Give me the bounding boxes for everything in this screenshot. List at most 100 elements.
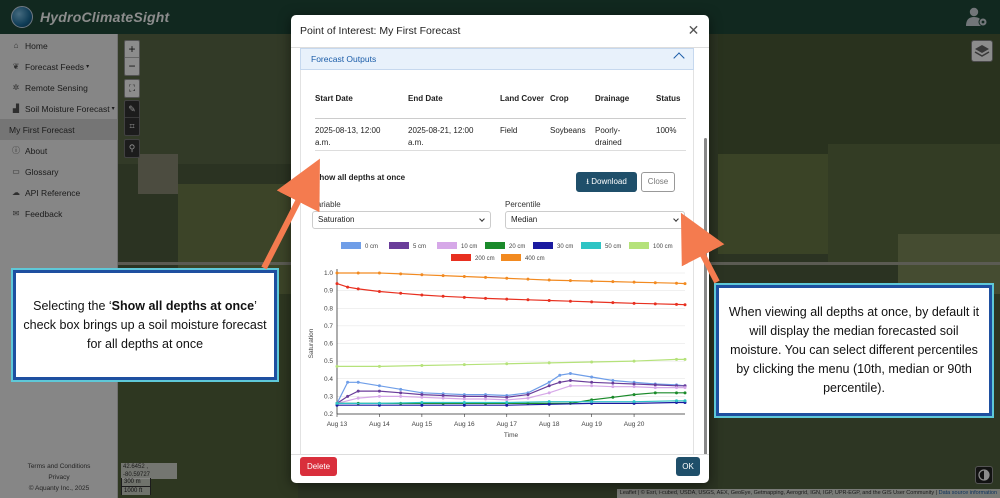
data-point <box>683 386 687 390</box>
sidebar-item-label: Remote Sensing <box>25 82 88 93</box>
data-point <box>462 401 466 405</box>
x-tick-label: Aug 19 <box>581 421 602 428</box>
sidebar-item-my-first-forecast[interactable]: My First Forecast <box>0 119 117 140</box>
percentile-select[interactable]: Median <box>505 211 685 229</box>
data-point <box>675 281 679 285</box>
show-all-depths-checkbox[interactable]: ✓ <box>301 174 310 183</box>
y-tick-label: 1.0 <box>324 270 333 277</box>
layers-icon <box>974 45 990 57</box>
data-point <box>683 391 687 395</box>
data-point <box>346 285 350 289</box>
layers-button[interactable] <box>971 40 993 62</box>
app-title: HydroClimateSight <box>40 9 170 25</box>
data-point <box>505 401 509 405</box>
x-tick-label: Aug 18 <box>539 421 560 428</box>
cloud-icon: ☁ <box>12 187 20 197</box>
legend-label: 200 cm <box>475 256 495 262</box>
percentile-label: Percentile <box>505 200 541 209</box>
sidebar-item-home[interactable]: ⌂ Home <box>0 35 117 56</box>
show-all-depths-label[interactable]: Show all depths at once <box>314 173 406 182</box>
ok-button[interactable]: OK <box>676 457 700 476</box>
user-settings-icon[interactable] <box>966 7 988 27</box>
legend-label: 50 cm <box>605 244 621 250</box>
y-tick-label: 0.6 <box>324 341 333 348</box>
legend-label: 5 cm <box>413 244 426 250</box>
zoom-out-button[interactable]: − <box>128 59 136 73</box>
data-point <box>590 384 594 388</box>
data-point <box>420 403 424 407</box>
map-marker-icon[interactable]: ⚲ <box>128 143 136 153</box>
modal-scrollbar[interactable] <box>704 138 707 454</box>
data-point <box>462 403 466 407</box>
pencil-icon[interactable]: ✎ <box>125 101 139 118</box>
download-button[interactable]: ⭳ Download <box>576 172 637 192</box>
sidebar-item-about[interactable]: ⓘ About <box>0 140 117 161</box>
data-point <box>356 271 360 275</box>
privacy-link[interactable]: Privacy <box>48 474 70 481</box>
data-point <box>653 383 657 387</box>
draw-control: ✎ ⌗ <box>124 100 140 136</box>
callout-text-part: Selecting the ‘ <box>33 298 112 313</box>
data-point <box>484 275 488 279</box>
data-point <box>611 379 615 383</box>
sidebar-footer: Terms and Conditions Privacy © Aquanty I… <box>0 461 118 494</box>
legend-swatch <box>533 242 553 249</box>
legend-swatch <box>437 242 457 249</box>
theme-toggle-button[interactable] <box>975 466 993 484</box>
data-point <box>632 385 636 389</box>
data-point <box>675 399 679 403</box>
close-icon[interactable]: ✕ <box>687 22 700 38</box>
data-point <box>441 294 445 298</box>
legend-swatch <box>485 242 505 249</box>
sidebar-item-soil-moisture-forecast[interactable]: ▟ Soil Moisture Forecast ▾ <box>0 98 117 119</box>
data-point <box>653 302 657 306</box>
data-point <box>484 397 488 401</box>
caret-down-icon: ▾ <box>111 106 115 112</box>
sidebar-item-glossary[interactable]: ▭ Glossary <box>0 161 117 182</box>
data-point <box>558 373 562 377</box>
sidebar-item-remote-sensing[interactable]: ✲ Remote Sensing <box>0 77 117 98</box>
sidebar-item-label: Home <box>25 40 48 51</box>
data-point <box>505 398 509 402</box>
chevron-up-icon <box>673 52 685 64</box>
terms-link[interactable]: Terms and Conditions <box>27 463 91 470</box>
legend-swatch <box>501 254 521 261</box>
x-tick-label: Aug 20 <box>624 421 645 428</box>
table-cell: 2025-08-21, 12:00 a.m. <box>408 118 500 151</box>
data-point <box>441 396 445 400</box>
variable-select[interactable]: Saturation <box>312 211 491 229</box>
data-point <box>653 281 657 285</box>
data-point <box>632 400 636 404</box>
leaf-icon: ❦ <box>12 61 20 71</box>
legend-swatch <box>629 242 649 249</box>
data-point <box>399 391 403 395</box>
globe-logo-icon <box>11 6 33 28</box>
sidebar-item-forecast-feeds[interactable]: ❦ Forecast Feeds ▾ <box>0 56 117 77</box>
legend-label: 10 cm <box>461 244 477 250</box>
coordinates-readout: 42.6452 , -80.59727 <box>121 463 177 479</box>
marker-control: ⚲ <box>124 139 140 158</box>
data-point <box>441 274 445 278</box>
series-line <box>336 372 686 404</box>
data-point <box>420 364 424 368</box>
table-cell: Soybeans <box>550 118 595 151</box>
data-point <box>590 400 594 404</box>
fullscreen-icon[interactable]: ⛶ <box>128 83 136 93</box>
table-row[interactable]: 2025-08-13, 12:00 a.m. 2025-08-21, 12:00… <box>315 118 686 151</box>
data-point <box>462 295 466 299</box>
crop-icon[interactable]: ⌗ <box>129 121 135 131</box>
data-point <box>335 401 339 405</box>
sidebar-item-feedback[interactable]: ✉ Feedback <box>0 203 117 224</box>
delete-button[interactable]: Delete <box>300 457 337 476</box>
y-tick-label: 0.3 <box>324 393 333 400</box>
forecast-outputs-accordion-header[interactable]: Forecast Outputs <box>300 48 694 70</box>
sidebar-item-api-reference[interactable]: ☁ API Reference <box>0 182 117 203</box>
close-button[interactable]: Close <box>641 172 675 192</box>
caret-down-icon: ▾ <box>86 64 90 70</box>
legend-swatch <box>451 254 471 261</box>
zoom-in-button[interactable]: + <box>125 41 139 58</box>
data-point <box>377 384 381 388</box>
scale-bar-imperial: 1000 ft <box>121 486 151 495</box>
data-source-link[interactable]: Data source information <box>938 490 997 496</box>
data-point <box>377 394 381 398</box>
